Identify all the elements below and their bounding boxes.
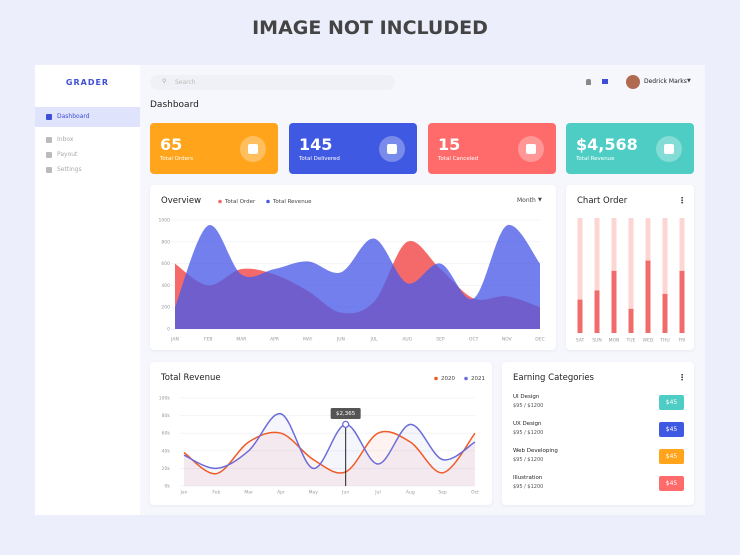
nav-item[interactable]: Payout bbox=[57, 151, 78, 158]
panel-title: Total Revenue bbox=[161, 373, 221, 383]
stat-value: 15 bbox=[438, 135, 461, 154]
category-badge bbox=[659, 395, 684, 410]
category-name: UI Design bbox=[513, 394, 540, 400]
stat-value: $4,568 bbox=[576, 135, 638, 154]
nav-active bbox=[35, 107, 140, 127]
stat-value: 145 bbox=[299, 135, 333, 154]
nav-item[interactable]: Inbox bbox=[57, 136, 74, 143]
order-panel bbox=[566, 185, 694, 350]
nav-icon bbox=[46, 167, 52, 173]
stat-label: Total Delivered bbox=[299, 156, 340, 162]
avatar[interactable] bbox=[626, 75, 640, 89]
search-box[interactable] bbox=[150, 75, 395, 90]
dropdown[interactable]: Month bbox=[517, 197, 536, 204]
category-name: UX Design bbox=[513, 421, 542, 427]
stat-icon-glyph bbox=[664, 144, 674, 154]
category-amount: $95 / $1200 bbox=[513, 403, 544, 409]
bell-icon[interactable] bbox=[586, 79, 591, 85]
badge-text: $45 bbox=[665, 453, 678, 460]
nav-icon bbox=[46, 137, 52, 143]
user-caret[interactable]: ▼ bbox=[687, 78, 691, 84]
sidebar bbox=[35, 65, 140, 515]
badge-text: $45 bbox=[665, 426, 678, 433]
category-amount: $95 / $1200 bbox=[513, 430, 544, 436]
stat-icon-glyph bbox=[526, 144, 536, 154]
badge-text: $45 bbox=[665, 399, 678, 406]
revenue-panel bbox=[150, 362, 492, 505]
panel-title: Overview bbox=[161, 196, 202, 206]
search-icon: ⚲ bbox=[162, 78, 167, 85]
panel-title: Chart Order bbox=[577, 196, 628, 206]
user-name[interactable]: Dedrick Marks bbox=[644, 78, 687, 85]
nav-item[interactable]: Dashboard bbox=[57, 113, 90, 120]
category-badge bbox=[659, 476, 684, 491]
category-badge bbox=[659, 449, 684, 464]
category-name: Illustration bbox=[513, 475, 543, 481]
category-amount: $95 / $1200 bbox=[513, 457, 544, 463]
menu-icon[interactable]: ⋮ bbox=[678, 373, 686, 382]
nav-item[interactable]: Settings bbox=[57, 166, 82, 173]
panel-title: Earning Categories bbox=[513, 373, 594, 383]
brand: GRADER bbox=[65, 78, 110, 87]
banner: IMAGE NOT INCLUDED bbox=[252, 17, 488, 39]
category-name: Web Developing bbox=[513, 448, 558, 454]
menu-icon[interactable]: ⋮ bbox=[678, 196, 686, 205]
search-placeholder: Search bbox=[175, 79, 196, 86]
dropdown-caret[interactable]: ▼ bbox=[538, 197, 542, 203]
stat-label: Total Revenue bbox=[576, 156, 615, 162]
nav-icon bbox=[46, 152, 52, 158]
stat-label: Total Canceled bbox=[438, 156, 479, 162]
nav-icon bbox=[46, 114, 52, 120]
flag-icon[interactable] bbox=[602, 79, 608, 84]
category-badge bbox=[659, 422, 684, 437]
stat-label: Total Orders bbox=[160, 156, 194, 162]
stat-icon-glyph bbox=[248, 144, 258, 154]
overview-panel bbox=[150, 185, 556, 350]
stat-icon-glyph bbox=[387, 144, 397, 154]
stat-value: 65 bbox=[160, 135, 183, 154]
badge-text: $45 bbox=[665, 480, 678, 487]
page-title: Dashboard bbox=[150, 100, 199, 110]
category-amount: $95 / $1200 bbox=[513, 484, 544, 490]
